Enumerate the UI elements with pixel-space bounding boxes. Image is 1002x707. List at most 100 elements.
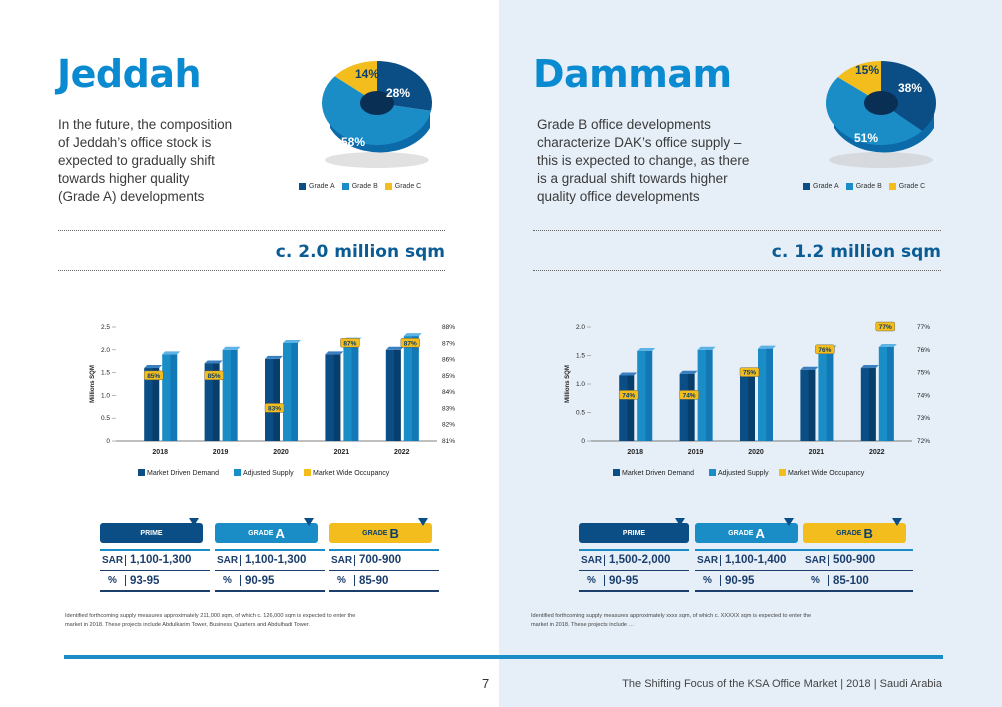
rent-line	[579, 590, 689, 592]
rent-value: 93-95	[130, 574, 160, 587]
occupancy-label: 83%	[268, 405, 281, 412]
bar-supply-shade	[705, 349, 713, 441]
tab-marker	[418, 518, 428, 526]
tab-grade-letter: A	[755, 525, 765, 541]
tab-marker	[304, 518, 314, 526]
y-tick-label: 2.5	[101, 324, 110, 331]
swatch-grade-c	[384, 183, 392, 190]
y2-tick-label: 74%	[917, 392, 930, 399]
intro-line: towards higher quality	[58, 171, 190, 186]
intro-line: expected to gradually shift	[58, 153, 215, 168]
x-tick-label: 2018	[627, 449, 643, 456]
legend-item-supply: Adjusted Supply	[243, 470, 294, 477]
rent-value: 1,100-1,300	[130, 554, 192, 566]
legend-item-occupancy: Market Wide Occupancy	[313, 470, 390, 477]
bar-demand-shade	[869, 368, 876, 441]
intro-line: (Grade A) developments	[58, 189, 205, 204]
y-tick-label: 0	[581, 438, 585, 445]
x-tick-label: 2018	[152, 449, 168, 456]
divider	[58, 270, 445, 271]
y-tick-label: 2.0	[576, 324, 585, 331]
bar-supply-shade	[230, 349, 238, 441]
y2-tick-label: 85%	[442, 373, 455, 380]
bar-supply-top	[403, 333, 422, 337]
rent-row-pct: % 90-95	[579, 571, 689, 590]
bar-demand-top	[800, 366, 819, 370]
note-line: Identified forthcoming supply measures a…	[531, 613, 812, 619]
rent-row-sar: SAR 700-900	[329, 551, 439, 570]
rent-line	[803, 590, 913, 592]
rent-line	[695, 590, 805, 592]
x-tick-label: 2022	[869, 449, 885, 456]
donut-label-grade-a: 28%	[386, 86, 410, 100]
note-line: Identified forthcoming supply measures a…	[65, 613, 356, 619]
rent-value: 1,100-1,300	[245, 554, 307, 566]
donut-hole	[864, 91, 898, 115]
x-tick-label: 2020	[748, 449, 764, 456]
occupancy-marker	[739, 367, 760, 377]
occupancy-label: 74%	[622, 392, 635, 399]
donut-label-grade-c: 14%	[355, 67, 379, 81]
bar-supply-top	[697, 346, 716, 350]
bar-supply-top	[283, 339, 301, 343]
legend-item-demand-swatch	[613, 469, 620, 476]
y-tick-label: 0	[106, 438, 110, 445]
occupancy-label: 87%	[404, 340, 417, 347]
rent-row-pct: % 90-95	[215, 571, 325, 590]
donut-hole	[360, 91, 394, 115]
legend-label: Grade C	[394, 183, 422, 190]
donut-legend-jeddah: Grade A Grade B Grade C	[299, 183, 421, 190]
intro-line: In the future, the composition	[58, 117, 233, 132]
legend-item-demand: Market Driven Demand	[622, 470, 694, 477]
y2-tick-label: 88%	[442, 324, 455, 331]
city-title-jeddah: Jeddah	[57, 52, 202, 96]
rent-table-prime-dammam: SAR 1,500-2,000 % 90-95	[579, 549, 689, 592]
y-tick-label: 1.5	[576, 353, 585, 360]
tab-marker	[675, 518, 685, 526]
bar-demand-top	[325, 351, 344, 355]
occupancy-marker	[144, 370, 164, 381]
legend-label: Grade A	[309, 183, 335, 190]
rent-value: 700-900	[359, 554, 402, 566]
intro-line: quality office developments	[537, 189, 700, 204]
occupancy-label: 87%	[343, 340, 356, 347]
intro-line: characterize DAK’s office supply –	[537, 135, 742, 150]
swatch-grade-b	[341, 183, 349, 190]
rent-value: 1,500-2,000	[609, 554, 671, 566]
donut-legend-dammam: Grade A Grade B Grade C	[803, 183, 925, 190]
tab-grade-letter: A	[275, 525, 285, 541]
y-axis-label: Millions SQM	[565, 365, 571, 403]
bar-chart-dammam: Millions SQM 2.0 1.5 1.0 0.5 0 77% 76% 75% 74% 73%…	[565, 321, 930, 477]
tab-label: PRIME	[622, 529, 646, 537]
y2-tick-label: 83%	[442, 405, 455, 412]
bar-supply-shade	[351, 340, 359, 441]
tab-label: GRADE	[248, 529, 274, 537]
y2-tick-label: 86%	[442, 357, 455, 364]
tab-grade-a-dammam: GRADE A	[695, 518, 798, 543]
y-tick-label: 1.0	[101, 392, 110, 399]
donut-shadow	[325, 152, 429, 168]
occupancy-marker	[679, 390, 699, 400]
occupancy-marker	[400, 338, 420, 348]
occupancy-label: 76%	[818, 347, 831, 354]
rent-unit: SAR	[695, 554, 721, 566]
rent-row-sar: SAR 1,100-1,300	[100, 551, 210, 570]
intro-line: is a gradual shift towards higher	[537, 171, 728, 186]
rent-value: 1,100-1,400	[725, 554, 787, 566]
city-title-dammam: Dammam	[533, 52, 732, 96]
rent-row-pct: % 85-90	[329, 571, 439, 590]
legend-item-occupancy: Market Wide Occupancy	[788, 470, 865, 477]
note-line: market in 2018. These projects include …	[531, 622, 635, 628]
x-tick-label: 2020	[273, 449, 289, 456]
donut-chart-jeddah: 14% 28% 58%	[322, 60, 432, 168]
page-number: 7	[482, 676, 490, 691]
tab-marker	[892, 518, 902, 526]
bar-demand-shade	[748, 371, 755, 441]
donut-chart-dammam: 15% 38% 51%	[826, 61, 936, 168]
y-tick-label: 2.0	[101, 347, 110, 354]
legend-item-supply-swatch	[234, 469, 241, 476]
rent-row-sar: SAR 1,100-1,400	[695, 551, 805, 570]
donut-label-grade-a: 38%	[898, 81, 922, 95]
legend-label: Grade B	[351, 183, 378, 190]
bar-demand-shade	[627, 375, 635, 441]
